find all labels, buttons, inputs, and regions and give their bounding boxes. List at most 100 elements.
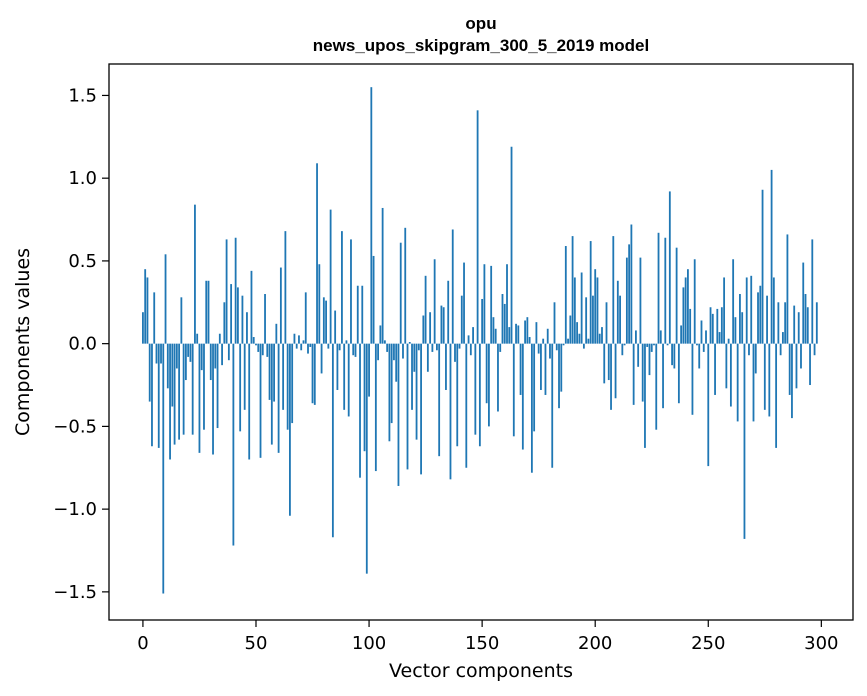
bar-278 [770, 169, 773, 344]
bar-7 [157, 343, 160, 448]
bar-0 [142, 312, 144, 344]
bar-223 [646, 343, 649, 347]
bar-133 [442, 307, 445, 344]
bar-76 [313, 343, 316, 405]
chart-title-line2: news_upos_skipgram_300_5_2019 model [313, 36, 649, 55]
bar-162 [508, 327, 511, 344]
bar-78 [318, 264, 321, 344]
bar-34 [218, 333, 221, 344]
bar-170 [526, 317, 529, 344]
bar-201 [596, 277, 599, 344]
y-tick-label: 1.5 [68, 85, 97, 106]
plot-frame [108, 63, 854, 621]
bar-72 [304, 292, 307, 344]
bar-55 [266, 343, 269, 357]
bar-264 [739, 294, 741, 344]
bar-269 [750, 275, 753, 344]
bar-49 [252, 337, 255, 344]
x-tick-label: 150 [465, 633, 499, 654]
bar-109 [388, 343, 391, 442]
bar-67 [293, 333, 296, 344]
bar-23 [194, 204, 196, 344]
bar-61 [279, 267, 282, 344]
bar-51 [257, 343, 260, 352]
bar-180 [549, 343, 551, 359]
bar-120 [413, 343, 416, 372]
bar-13 [171, 343, 174, 407]
bar-103 [374, 343, 377, 472]
bar-94 [354, 343, 357, 357]
bar-41 [234, 237, 237, 344]
bar-254 [716, 308, 719, 344]
bar-253 [714, 343, 716, 395]
bar-220 [639, 257, 642, 344]
bar-8 [160, 343, 162, 364]
bar-284 [784, 302, 787, 344]
bar-105 [379, 325, 382, 344]
bar-84 [331, 343, 334, 538]
bar-203 [601, 327, 603, 344]
bar-221 [641, 343, 644, 402]
bar-28 [205, 280, 208, 344]
x-tick-label: 300 [804, 633, 838, 654]
bar-139 [456, 343, 459, 447]
bar-155 [492, 317, 495, 344]
bar-291 [800, 343, 802, 369]
bar-294 [806, 307, 809, 344]
bar-74 [309, 343, 312, 347]
bar-122 [417, 343, 420, 351]
bar-126 [426, 343, 429, 372]
bar-114 [399, 242, 402, 344]
bar-202 [598, 333, 601, 344]
bar-150 [481, 298, 484, 344]
y-tick-label: 0.5 [68, 251, 97, 272]
bar-146 [472, 327, 474, 344]
bar-43 [239, 343, 242, 432]
bar-164 [512, 343, 515, 437]
bar-184 [558, 343, 560, 409]
bar-242 [689, 308, 692, 344]
bar-252 [711, 313, 714, 344]
bar-18 [182, 343, 185, 435]
bar-123 [420, 343, 422, 475]
bar-246 [698, 343, 701, 369]
bar-279 [772, 277, 775, 344]
bar-268 [748, 343, 750, 356]
bar-85 [334, 310, 337, 344]
bar-11 [166, 343, 169, 389]
bar-9 [162, 343, 165, 594]
bar-209 [614, 343, 617, 399]
bar-163 [510, 146, 513, 344]
bar-88 [341, 231, 343, 344]
bar-208 [612, 236, 615, 344]
bar-138 [454, 343, 456, 362]
bar-113 [397, 343, 400, 486]
bar-247 [700, 320, 703, 344]
y-tick-label: −1.0 [53, 499, 97, 520]
bar-197 [587, 338, 590, 344]
bar-4 [151, 343, 153, 447]
bar-106 [381, 207, 384, 344]
bar-298 [815, 302, 818, 344]
bar-39 [230, 284, 233, 344]
bar-290 [797, 312, 800, 344]
bar-57 [270, 343, 273, 445]
bar-261 [732, 259, 735, 344]
bar-181 [551, 343, 554, 468]
bar-93 [352, 343, 355, 356]
bar-166 [517, 325, 520, 344]
bar-129 [433, 259, 436, 344]
bar-95 [356, 285, 359, 344]
bar-80 [322, 297, 325, 344]
bar-251 [709, 307, 712, 344]
bar-248 [702, 343, 705, 352]
bar-224 [648, 343, 651, 376]
bar-50 [255, 343, 257, 346]
bar-48 [250, 270, 253, 344]
bar-293 [804, 294, 807, 344]
bar-287 [791, 343, 793, 419]
bar-169 [524, 320, 526, 344]
bar-35 [221, 343, 223, 366]
y-axis-ticks: −1.5 −1.0 −0.5 0.0 0.5 1.0 1.5 [53, 85, 109, 603]
bar-172 [530, 343, 533, 473]
